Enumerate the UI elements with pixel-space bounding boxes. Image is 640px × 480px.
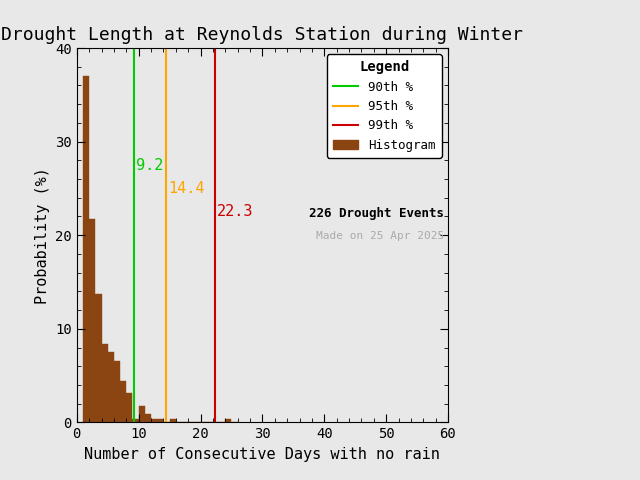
Bar <box>83 76 89 422</box>
Bar <box>139 406 145 422</box>
Bar <box>145 414 151 422</box>
Bar <box>151 419 157 422</box>
Y-axis label: Probability (%): Probability (%) <box>35 167 50 304</box>
Bar <box>132 419 139 422</box>
X-axis label: Number of Consecutive Days with no rain: Number of Consecutive Days with no rain <box>84 447 440 462</box>
Text: 226 Drought Events: 226 Drought Events <box>309 207 444 220</box>
Bar <box>170 419 176 422</box>
Title: Drought Length at Reynolds Station during Winter: Drought Length at Reynolds Station durin… <box>1 25 524 44</box>
Text: 9.2: 9.2 <box>136 158 163 173</box>
Bar <box>108 352 114 422</box>
Bar <box>157 419 163 422</box>
Bar <box>89 219 95 422</box>
Text: Made on 25 Apr 2025: Made on 25 Apr 2025 <box>316 231 444 241</box>
Text: 14.4: 14.4 <box>168 181 204 196</box>
Bar <box>102 344 108 422</box>
Bar <box>120 381 126 422</box>
Text: 22.3: 22.3 <box>216 204 253 219</box>
Bar <box>114 360 120 422</box>
Bar <box>225 419 232 422</box>
Legend: 90th %, 95th %, 99th %, Histogram: 90th %, 95th %, 99th %, Histogram <box>327 54 442 158</box>
Bar <box>95 294 102 422</box>
Bar <box>126 394 132 422</box>
